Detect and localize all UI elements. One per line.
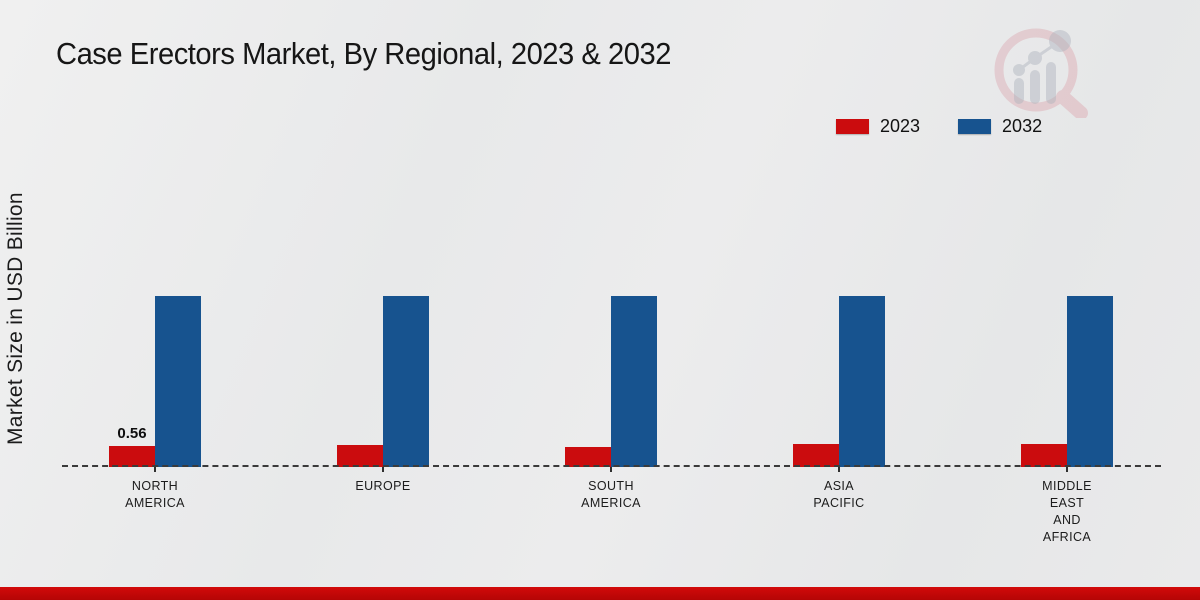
bar-2023-south-america xyxy=(565,447,611,467)
x-axis-tick-middle-east-and-africa xyxy=(1066,467,1068,472)
legend: 2023 2032 xyxy=(836,116,1042,137)
bar-2032-north-america xyxy=(155,296,201,467)
chart-title: Case Erectors Market, By Regional, 2023 … xyxy=(56,36,671,71)
market-research-future-logo-watermark xyxy=(994,28,1088,118)
legend-label-2023: 2023 xyxy=(880,116,921,136)
bar-growth-icon xyxy=(1013,30,1071,104)
bar-2032-europe xyxy=(383,296,429,467)
bar-2023-middle-east-and-africa xyxy=(1021,444,1067,467)
y-axis-title: Market Size in USD Billion xyxy=(4,192,27,446)
legend-item-2023: 2023 xyxy=(836,116,920,137)
legend-label-2032: 2032 xyxy=(1002,116,1043,136)
footer-accent-bar xyxy=(0,587,1200,600)
legend-swatch-2032 xyxy=(958,119,992,134)
bar-2032-asia-pacific xyxy=(839,296,885,467)
bar-2023-europe xyxy=(337,445,383,467)
plot-area: 0.56 xyxy=(62,268,1161,467)
bar-value-label-north-america: 0.56 xyxy=(117,425,147,442)
x-axis-tick-europe xyxy=(382,467,384,472)
x-tick-label-europe: EUROPE xyxy=(355,479,411,493)
magnifier-lens-icon xyxy=(994,28,1078,112)
x-axis-tick-asia-pacific xyxy=(838,467,840,472)
magnifier-handle-icon xyxy=(1056,90,1088,118)
x-tick-label-south-america: SOUTH AMERICA xyxy=(581,479,641,510)
x-tick-label-asia-pacific: ASIA PACIFIC xyxy=(813,479,865,510)
bar-2032-middle-east-and-africa xyxy=(1067,296,1113,467)
bar-2023-asia-pacific xyxy=(793,444,839,467)
bar-2023-north-america xyxy=(109,446,155,467)
x-tick-label-north-america: NORTH AMERICA xyxy=(125,479,185,510)
x-axis-baseline xyxy=(62,465,1161,467)
x-tick-label-middle-east-and-africa: MIDDLE EAST AND AFRICA xyxy=(1042,479,1092,544)
legend-swatch-2023 xyxy=(836,119,869,134)
legend-item-2032: 2032 xyxy=(958,116,1042,137)
x-axis-tick-south-america xyxy=(610,467,612,472)
x-axis-tick-north-america xyxy=(154,467,156,472)
bar-2032-south-america xyxy=(611,296,657,467)
